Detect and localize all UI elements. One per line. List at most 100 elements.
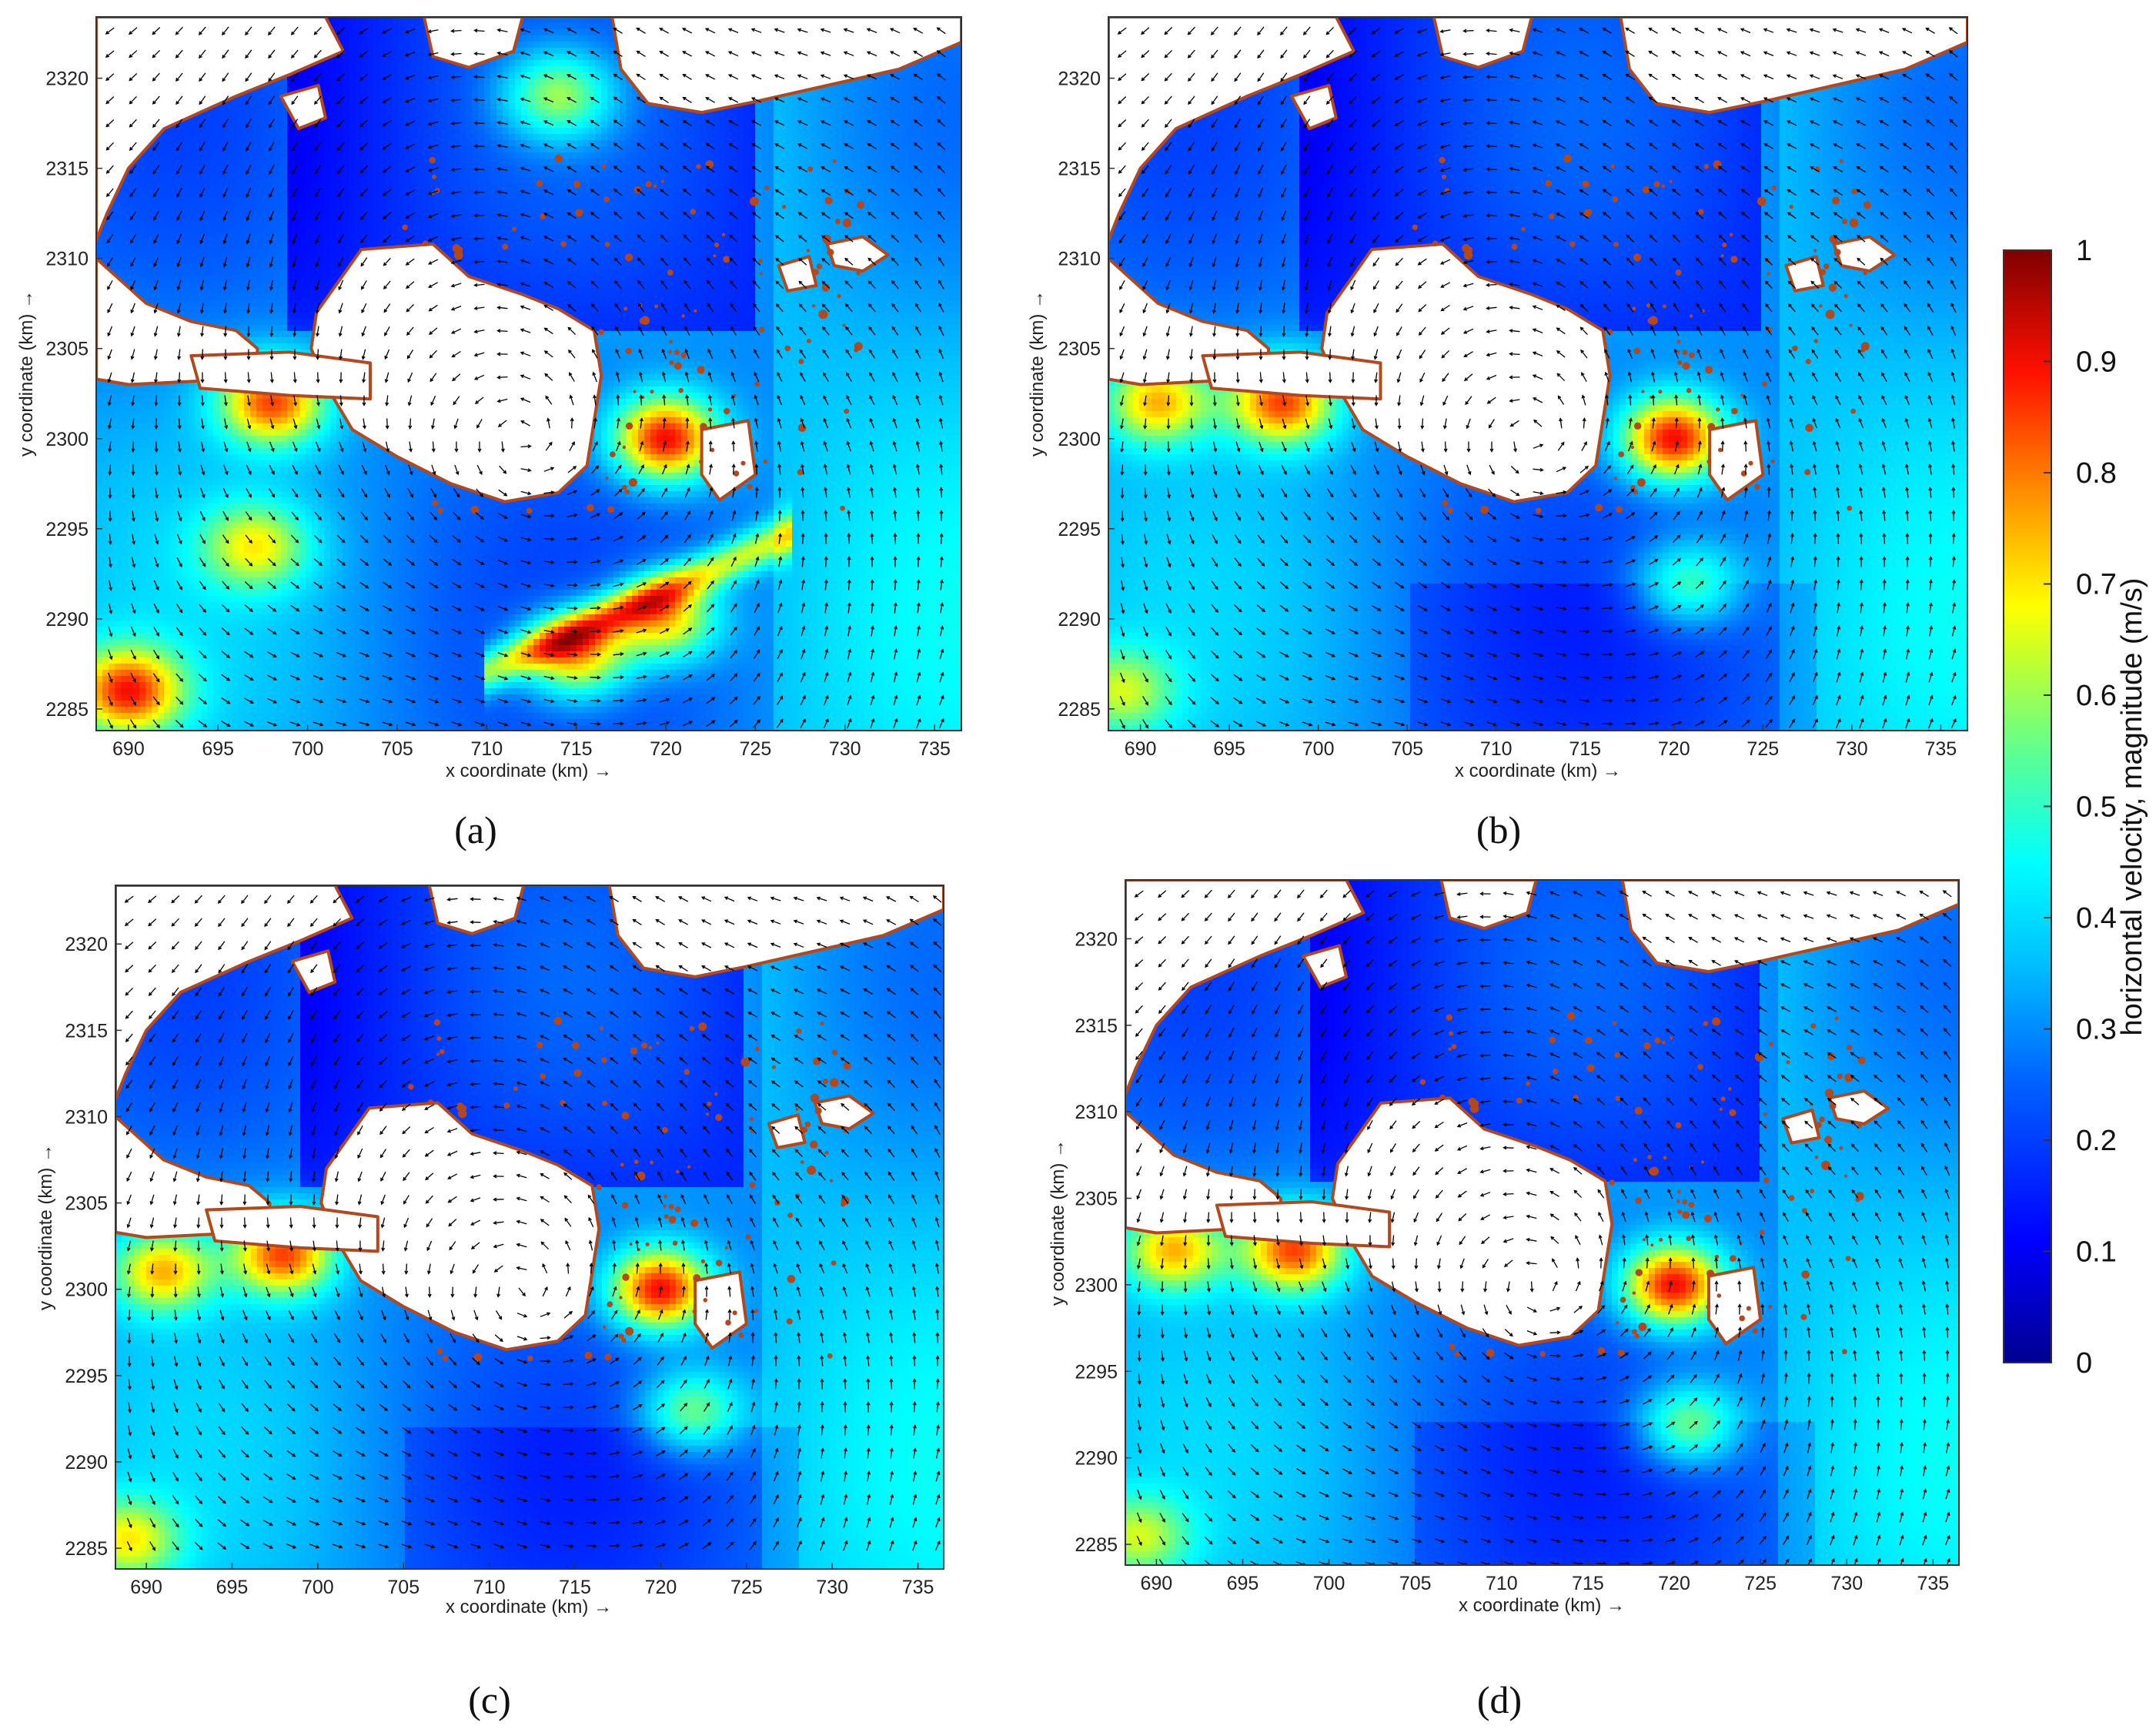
field-cell (583, 97, 590, 104)
field-cell (281, 146, 288, 153)
field-cell (361, 35, 368, 42)
field-cell (792, 226, 799, 233)
field-cell (915, 177, 922, 184)
field-cell (478, 165, 485, 172)
field-cell (533, 42, 540, 49)
field-cell (903, 171, 910, 178)
field-cell (312, 128, 319, 135)
field-cell (817, 220, 824, 227)
field-cell (872, 183, 879, 190)
field-cell (663, 226, 670, 233)
field-cell (817, 214, 824, 221)
field-cell (262, 128, 269, 135)
field-cell (909, 208, 916, 215)
field-cell (447, 220, 454, 227)
field-cell (952, 85, 959, 92)
field-cell (250, 103, 257, 110)
field-cell (669, 177, 676, 184)
field-cell (349, 17, 356, 24)
field-cell (373, 17, 380, 24)
field-cell (583, 17, 590, 24)
field-cell (349, 66, 356, 73)
field-cell (601, 54, 608, 61)
field-cell (336, 23, 343, 30)
field-cell (903, 165, 910, 172)
field-cell (854, 226, 861, 233)
field-cell (503, 85, 510, 92)
field-cell (570, 103, 577, 110)
field-cell (872, 208, 879, 215)
field-cell (244, 202, 251, 209)
field-cell (632, 103, 639, 110)
field-cell (884, 85, 891, 92)
field-cell (946, 79, 953, 85)
field-cell (934, 220, 941, 227)
field-cell (570, 196, 577, 202)
field-cell (915, 220, 922, 227)
field-cell (694, 214, 700, 221)
field-cell (564, 196, 571, 202)
field-cell (632, 134, 639, 141)
field-cell (521, 177, 528, 184)
field-cell (373, 29, 380, 36)
field-cell (275, 208, 282, 215)
field-cell (379, 115, 386, 122)
field-cell (423, 42, 430, 49)
field-cell (934, 103, 941, 110)
field-cell (712, 208, 719, 215)
field-cell (761, 177, 768, 184)
field-cell (786, 189, 793, 196)
field-cell (379, 134, 386, 141)
field-cell (478, 208, 485, 215)
field-cell (170, 214, 177, 221)
field-cell (349, 196, 356, 202)
field-cell (638, 103, 645, 110)
field-cell (626, 226, 633, 233)
field-cell (312, 152, 319, 159)
field-cell (663, 189, 670, 196)
field-cell (946, 115, 953, 122)
field-cell (860, 183, 867, 190)
field-cell (336, 202, 343, 209)
field-cell (897, 196, 904, 202)
field-cell (583, 91, 590, 98)
field-cell (410, 35, 417, 42)
field-cell (730, 177, 737, 184)
field-cell (423, 146, 430, 153)
field-cell (558, 165, 565, 172)
field-cell (650, 220, 657, 227)
field-cell (404, 159, 411, 166)
field-cell (909, 66, 916, 73)
field-cell (866, 196, 873, 202)
field-cell (552, 85, 559, 92)
field-cell (441, 214, 448, 221)
field-cell (472, 79, 479, 85)
field-cell (262, 183, 269, 190)
field-cell (675, 146, 682, 153)
field-cell (583, 72, 590, 79)
field-cell (478, 159, 485, 166)
field-cell (792, 128, 799, 135)
field-cell (663, 152, 670, 159)
field-cell (441, 97, 448, 104)
field-cell (158, 196, 165, 202)
field-cell (601, 42, 608, 49)
field-cell (262, 140, 269, 147)
field-cell (940, 79, 947, 85)
field-cell (312, 226, 319, 233)
field-cell (589, 91, 596, 98)
field-cell (429, 226, 436, 233)
field-cell (583, 48, 590, 55)
field-cell (281, 85, 288, 92)
field-cell (700, 134, 707, 141)
field-cell (934, 60, 941, 67)
field-cell (306, 202, 313, 209)
field-cell (891, 134, 897, 141)
field-cell (884, 140, 891, 147)
field-cell (410, 109, 417, 116)
field-cell (404, 208, 411, 215)
field-cell (515, 208, 522, 215)
field-cell (558, 171, 565, 178)
field-cell (324, 165, 331, 172)
field-cell (940, 109, 947, 116)
